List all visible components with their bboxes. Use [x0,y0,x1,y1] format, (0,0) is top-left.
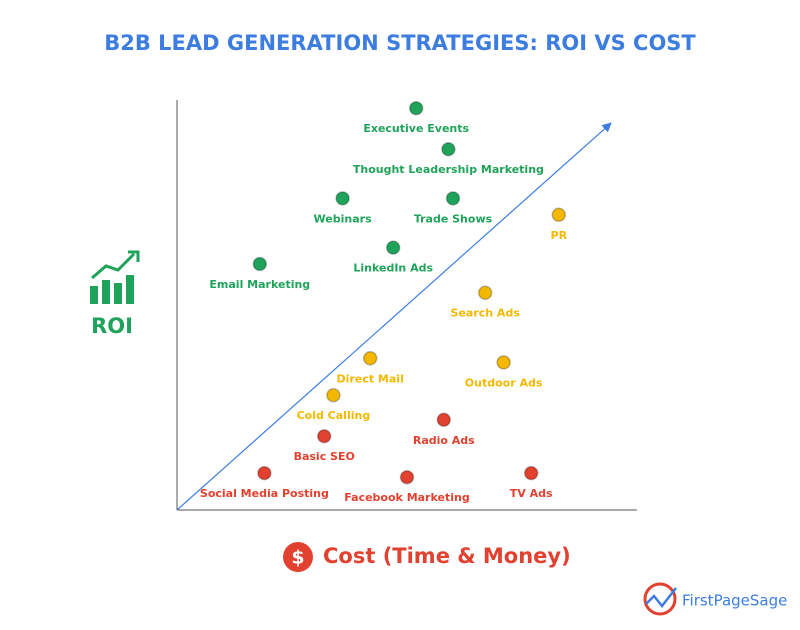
dollar-icon: $ [283,542,313,572]
logo-icon [643,582,677,616]
point-label: Social Media Posting [200,487,329,500]
point [399,469,415,485]
point [441,141,456,157]
point [252,256,268,272]
point-label: Executive Events [363,122,469,135]
point-label: Search Ads [451,307,521,320]
point-label: PR [551,229,568,242]
trend-arrow [176,122,612,511]
point-label: Radio Ads [413,434,475,447]
svg-text:$: $ [291,547,304,569]
point-label: Webinars [314,212,373,225]
point-label: TV Ads [510,487,553,500]
point [326,387,341,403]
point-label: Basic SEO [294,450,355,463]
point [496,355,511,370]
point [445,191,461,206]
y-axis-label: ROI [91,314,133,338]
point-label: Outdoor Ads [465,376,543,389]
point-label: Direct Mail [337,372,404,385]
point [408,100,424,116]
point-label: Thought Leadership Marketing [353,163,544,176]
point [477,285,493,300]
point [316,428,332,444]
point-label: Trade Shows [414,212,493,225]
point-label: LinkedIn Ads [353,262,433,275]
point-label: Facebook Marketing [344,491,469,504]
point [523,465,539,481]
point [362,351,378,366]
point [436,412,452,428]
point [257,465,272,481]
logo: FirstPageSage [682,592,787,610]
chart-title: B2B LEAD GENERATION STRATEGIES: ROI VS C… [104,31,696,55]
point [385,240,401,255]
point [551,207,567,223]
roi-icon [90,250,140,304]
point-label: Cold Calling [297,409,371,422]
point-label: Email Marketing [209,278,310,291]
x-axis-label: Cost (Time & Money) [323,544,571,568]
point [335,191,350,206]
